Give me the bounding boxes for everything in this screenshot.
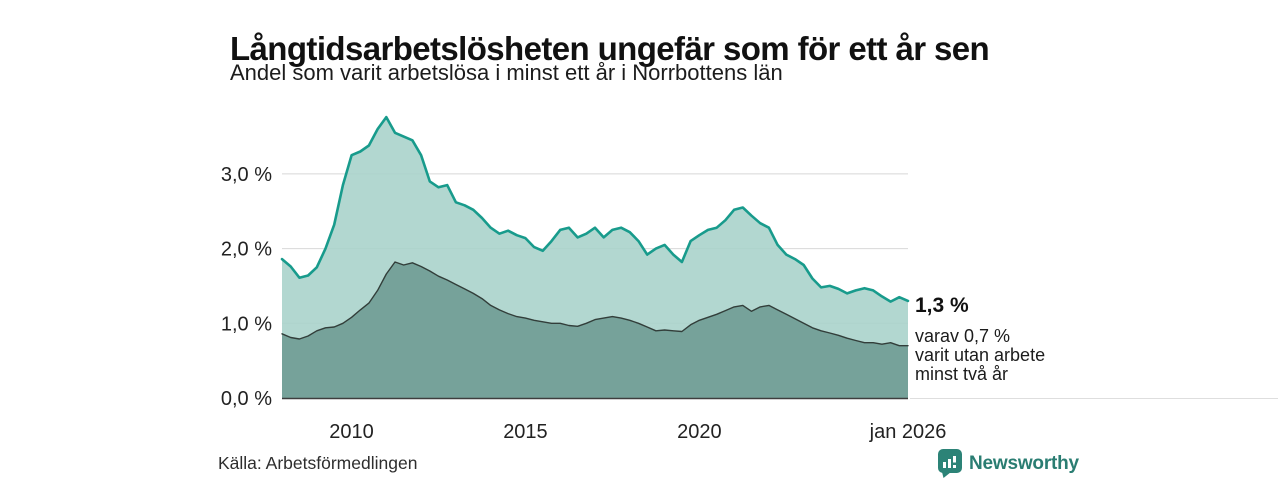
y-tick-label: 3,0 % — [221, 164, 272, 186]
page-title: Långtidsarbetslösheten ungefär som för e… — [230, 30, 990, 68]
annotation-line: varit utan arbete — [915, 345, 1046, 365]
line-minst-tva-ar — [281, 261, 909, 347]
newsworthy-logo-text: Newsworthy — [969, 452, 1079, 474]
newsworthy-logo: Newsworthy — [938, 449, 1079, 478]
end-value-sublabel: varav 0,7 % varit utan arbete minst två … — [915, 327, 1045, 384]
annotation-line: minst två år — [915, 364, 1009, 384]
area-minst-tva-ar — [282, 262, 908, 398]
chart-subtitle: Andel som varit arbetslösa i minst ett å… — [230, 60, 783, 85]
line-minst-ett-ar — [280, 115, 910, 303]
y-tick-label: 0,0 % — [221, 388, 272, 410]
y-tick-label: 1,0 % — [221, 313, 272, 335]
x-tick-label: jan 2026 — [869, 421, 947, 443]
x-tick-label: 2015 — [503, 421, 548, 443]
newsworthy-logo-icon — [938, 449, 962, 478]
source-note: Källa: Arbetsförmedlingen — [218, 453, 418, 473]
x-tick-label: 2020 — [677, 421, 722, 443]
annotation-line: varav 0,7 % — [915, 326, 1011, 346]
x-tick-label: 2010 — [329, 421, 374, 443]
y-tick-label: 2,0 % — [221, 239, 272, 261]
end-value-label: 1,3 % — [915, 294, 969, 317]
